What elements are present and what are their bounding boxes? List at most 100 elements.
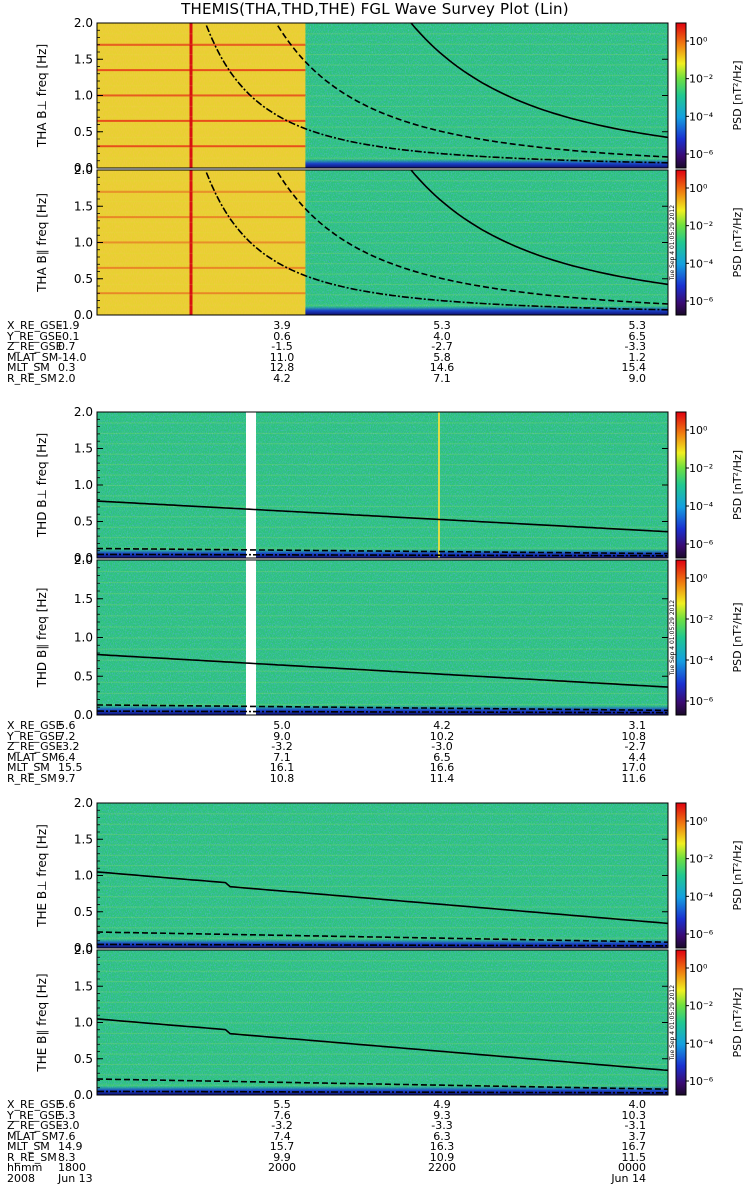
y-axis-label: THE B∥ freq [Hz] xyxy=(35,973,49,1072)
y-tick-label: 1.5 xyxy=(74,442,93,456)
stripe xyxy=(97,432,668,434)
ephemeris-value: 4.4 xyxy=(628,750,647,764)
half-gyro-curve xyxy=(277,25,669,158)
ephemeris-value: -1.5 xyxy=(271,340,293,353)
stripe xyxy=(97,242,668,244)
y-tick-label: 1.0 xyxy=(74,478,93,492)
stripe xyxy=(97,637,668,639)
tenth-gyro-curve xyxy=(97,710,668,714)
ephemeris-value: 10.3 xyxy=(621,1108,647,1122)
colorbar-label: PSD [nT²/Hz] xyxy=(731,450,744,520)
tenth-gyro-curve xyxy=(97,943,668,947)
ephemeris-value: 5.0 xyxy=(273,719,291,732)
y-tick-label: 1.5 xyxy=(74,52,93,66)
stripe xyxy=(97,659,668,661)
stripe xyxy=(97,875,668,877)
ephemeris-label: Z_RE_GSE xyxy=(7,340,63,353)
stripe xyxy=(97,283,668,285)
data-gap xyxy=(246,412,256,558)
stripe xyxy=(97,304,668,306)
ephemeris-value: 7.1 xyxy=(273,750,291,764)
stripe xyxy=(97,981,668,983)
half-gyro-curve xyxy=(96,1078,669,1090)
panel-1: 2.0 1.5 1.0 0.5 0.0 THA B⊥ freq [Hz] 10⁰ 10⁻² 10… xyxy=(35,16,744,175)
colorbar-tick-label: 10⁻⁴ xyxy=(689,110,714,123)
ephemeris-value: 6.5 xyxy=(433,750,451,764)
ephemeris-label: MLT_SM xyxy=(7,1140,50,1153)
ephemeris-value: 5.5 xyxy=(273,1098,291,1111)
y-tick-label: 0.0 xyxy=(74,161,93,175)
ephemeris-value: 4.2 xyxy=(273,371,291,385)
colorbar-tick-label: 10⁻⁶ xyxy=(689,148,714,161)
colorbar-tick-label: 10⁰ xyxy=(689,182,708,195)
y-axis-label: THE B⊥ freq [Hz] xyxy=(35,824,49,928)
stripe xyxy=(97,916,668,918)
stripe xyxy=(97,263,668,265)
ephemeris-value: 14.6 xyxy=(429,361,455,374)
ephemeris-label: Z_RE_GSE xyxy=(7,1119,63,1132)
y-tick-label: 0.5 xyxy=(74,1052,93,1066)
stripe xyxy=(97,960,668,962)
ephemeris-label: Y_RE_GSE xyxy=(7,329,62,343)
data-gap xyxy=(246,560,256,715)
colorbar xyxy=(675,169,687,316)
stripe xyxy=(97,43,668,45)
ephemeris-value: 7.2 xyxy=(58,729,76,743)
ephemeris-value: 8.3 xyxy=(58,1150,76,1164)
ephemeris-value: 11.4 xyxy=(429,771,455,785)
ephemeris-value: -3.2 xyxy=(271,1119,293,1132)
harmonic-line xyxy=(97,266,306,269)
ephemeris-value: 5.3 xyxy=(433,319,451,332)
stripe xyxy=(97,232,668,234)
colorbar-tick-label: 10⁻² xyxy=(689,613,713,626)
ephemeris-value: -3.1 xyxy=(624,1119,646,1132)
stripe xyxy=(97,681,668,683)
stripe xyxy=(97,64,668,66)
gyro-frequency-curve xyxy=(96,1018,669,1072)
ephemeris-value: 4.0 xyxy=(433,329,451,343)
stripe xyxy=(97,180,668,182)
stripe xyxy=(97,571,668,573)
ephemeris-value: 16.3 xyxy=(429,1140,455,1153)
ephemeris-value: 0000 xyxy=(618,1161,646,1174)
ephemeris-value: -0.1 xyxy=(58,329,80,343)
colorbar-tick-label: 10⁻⁴ xyxy=(689,654,714,667)
stripe xyxy=(97,116,668,118)
stripe xyxy=(97,273,668,275)
stripe xyxy=(97,813,668,815)
stripe xyxy=(97,105,668,107)
ephemeris-label: Y_RE_GSE xyxy=(7,1108,62,1122)
y-tick-label: 0.5 xyxy=(74,125,93,139)
ephemeris-value: 11.0 xyxy=(269,350,295,364)
y-tick-label: 1.5 xyxy=(74,979,93,993)
stripe xyxy=(97,1012,668,1014)
tenth-gyro-curve xyxy=(205,172,669,311)
colorbar-tick-label: 10⁻² xyxy=(689,1000,713,1013)
stripe xyxy=(97,1053,668,1055)
stripe xyxy=(97,885,668,887)
stripe xyxy=(97,157,668,159)
ephemeris-label: X_RE_GSE xyxy=(7,1098,63,1111)
stripe xyxy=(97,823,668,825)
ephemeris-value: 4.0 xyxy=(628,1098,647,1111)
ephemeris-value: 10.8 xyxy=(269,771,295,785)
ephemeris-value: 3.7 xyxy=(628,1129,647,1143)
ephemeris-value: -3.0 xyxy=(58,1119,80,1132)
ephemeris-value: 9.0 xyxy=(628,371,647,385)
timestamp-stamp: Tue Sep 4 01:05:29 2012 xyxy=(669,600,676,676)
noise-green xyxy=(97,560,668,715)
ephemeris-label: Z_RE_GSE xyxy=(7,740,63,753)
stripe xyxy=(97,927,668,929)
colorbar-tick-label: 10⁻⁶ xyxy=(689,1075,714,1088)
y-tick-label: 2.0 xyxy=(74,16,93,30)
y-tick-label: 0.0 xyxy=(74,551,93,565)
ephemeris-value: 5.6 xyxy=(58,1098,76,1111)
ephemeris-value: 6.4 xyxy=(58,750,76,764)
ephemeris-value: -3.3 xyxy=(431,1119,453,1132)
gyro-frequency-curve xyxy=(96,871,669,925)
y-tick-label: 0.5 xyxy=(74,515,93,529)
ephemeris-value: 5.3 xyxy=(628,319,647,332)
ephemeris-value: 9.9 xyxy=(273,1150,291,1164)
colorbar-label: PSD [nT²/Hz] xyxy=(731,207,744,277)
